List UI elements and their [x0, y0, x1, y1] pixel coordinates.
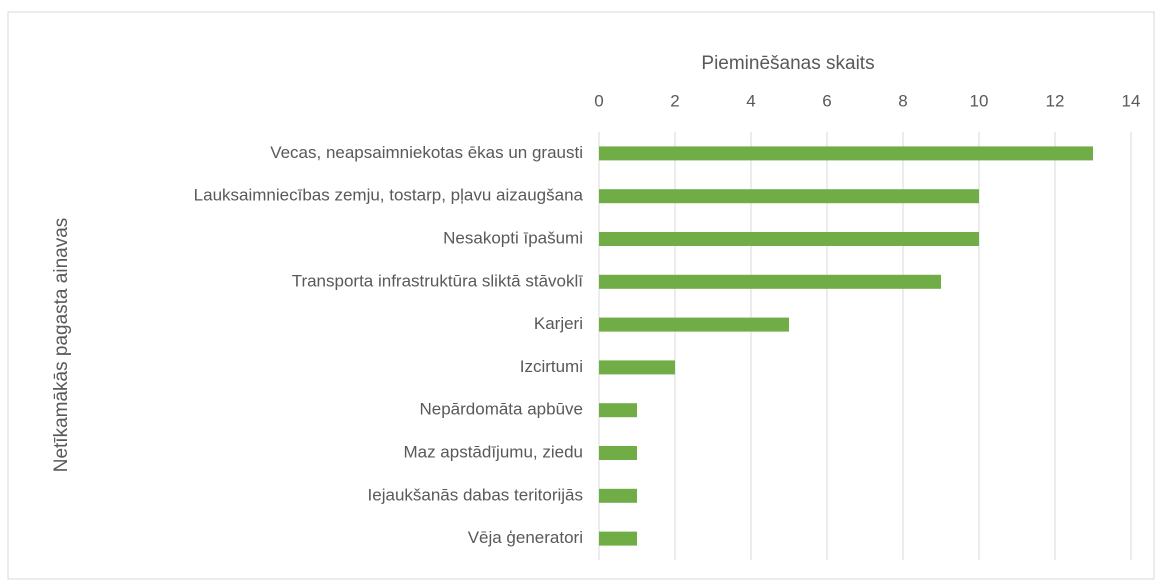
- x-tick-label: 10: [970, 91, 989, 110]
- y-tick-label: Vēja ģeneratori: [468, 528, 583, 547]
- x-tick-label: 0: [594, 91, 603, 110]
- bar: [599, 189, 979, 204]
- bar: [599, 274, 941, 289]
- y-tick-label: Vecas, neapsaimniekotas ēkas un grausti: [270, 143, 583, 162]
- x-tick-label: 6: [822, 91, 831, 110]
- bar: [599, 488, 637, 503]
- bar: [599, 531, 637, 546]
- x-tick-label: 2: [670, 91, 679, 110]
- y-tick-label: Iejaukšanās dabas teritorijās: [368, 485, 583, 504]
- bar: [599, 232, 979, 246]
- x-tick-label: 14: [1122, 91, 1141, 110]
- bar: [599, 146, 1093, 161]
- bar: [599, 403, 637, 418]
- x-tick-label: 12: [1046, 91, 1065, 110]
- y-tick-label: Izcirtumi: [520, 357, 583, 376]
- x-tick-label: 8: [898, 91, 907, 110]
- bar: [599, 446, 637, 460]
- y-tick-label: Nepārdomāta apbūve: [419, 400, 583, 419]
- bar: [599, 360, 675, 375]
- x-axis-title: Pieminēšanas skaits: [701, 53, 874, 74]
- y-tick-label: Transporta infrastruktūra sliktā stāvokl…: [292, 271, 584, 290]
- chart-border: [7, 11, 1155, 580]
- x-tick-label: 4: [746, 91, 755, 110]
- bar: [599, 317, 789, 332]
- y-tick-label: Maz apstādījumu, ziedu: [403, 442, 583, 461]
- y-tick-label: Karjeri: [534, 314, 583, 333]
- y-tick-label: Lauksaimniecības zemju, tostarp, pļavu a…: [194, 186, 584, 205]
- y-axis-title: Netīkamākās pagasta ainavas: [51, 218, 72, 473]
- y-tick-label: Nesakopti īpašumi: [443, 228, 583, 247]
